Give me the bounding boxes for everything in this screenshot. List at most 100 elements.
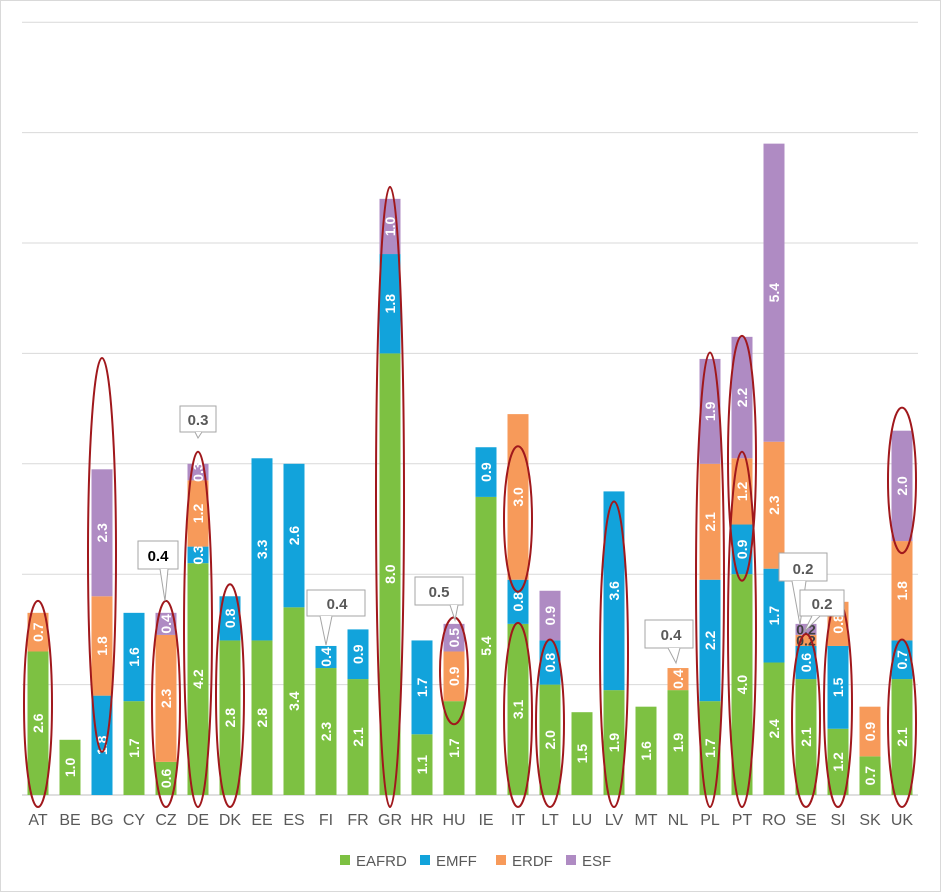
callout-box [414,576,464,606]
bar-segment-eafrd [539,684,561,795]
category-label: NL [668,812,689,829]
callout-hu: 0.5 [414,576,464,622]
category-label: SK [859,812,881,829]
data-label: 0.9 [862,722,878,742]
callout-pointer [667,647,681,665]
legend-label-emff: EMFF [436,853,477,870]
category-label: EE [251,812,272,829]
bar-segment-erdf [187,480,209,547]
bar-segment-eafrd [699,701,721,795]
legend-label-erdf: ERDF [512,853,553,870]
category-label: UK [891,812,914,829]
bar-segment-emff [123,612,145,702]
bar-segment-eafrd [763,662,785,795]
bar-segment-eafrd [891,679,913,795]
bar-segment-eafrd [219,640,241,795]
data-label: 0.7 [894,650,910,670]
category-label: DE [187,812,209,829]
data-label: 0.7 [30,622,46,642]
bar-segment-esf [763,143,785,442]
data-label: 0.8 [510,592,526,612]
data-label: 0.9 [446,666,462,686]
data-label: 2.0 [894,476,910,496]
highlight-ellipse [151,599,181,808]
data-label: 0.9 [350,644,366,664]
data-label: 2.1 [894,727,910,747]
data-label: 0.8 [222,608,238,628]
callout-box [778,552,828,582]
data-label: 2.3 [766,495,782,515]
callout-pointer [803,615,821,633]
data-label: 1.8 [894,581,910,601]
highlight-ellipse [375,185,405,808]
data-label: 0.3 [190,462,206,482]
bar-segment-erdf [27,612,49,652]
bar-segment-emff [699,579,721,702]
bar-segment-emff [795,645,817,680]
bar-segment-esf [91,469,113,597]
callout-box [799,589,845,617]
data-label: 3.0 [510,487,526,507]
data-label: 2.0 [542,730,558,750]
bar-segment-esf [155,612,177,635]
bar-segment-erdf [699,463,721,580]
callout-box [644,619,694,649]
category-label: DK [219,812,242,829]
data-label: 0.9 [478,462,494,482]
data-label: 0.4 [158,614,174,634]
data-label: 0.4 [670,669,686,689]
data-label: 3.1 [510,699,526,719]
bar-segment-eafrd [635,706,657,795]
data-label: 0.4 [318,647,334,667]
highlight-ellipse [183,450,213,809]
data-label: 2.3 [318,722,334,742]
legend-swatch-eafrd [340,855,350,865]
data-label: 5.4 [766,283,782,303]
category-label: CY [123,812,146,829]
bar-segment-erdf [507,414,529,580]
highlight-ellipse [535,638,565,808]
callout-fi: 0.4 [306,589,366,646]
data-label: 4.2 [190,669,206,689]
data-label: 0.8 [830,614,846,634]
bar-segment-eafrd [27,651,49,795]
bars: 2.6 0.7 1.0 1.8 1.8 2.3 1.7 1.6 0.6 2.3 0.4 4.2 0.3 1… [27,143,913,795]
callout-text: 0.4 [148,548,170,565]
bar-segment-eafrd [731,574,753,795]
category-label: GR [378,812,402,829]
category-label: FI [319,812,333,829]
callout-text: 0.4 [661,627,683,644]
highlight-ellipse [791,632,821,808]
data-label: 1.9 [702,401,718,421]
data-label: 2.3 [94,523,110,543]
highlight-ellipse [695,351,725,808]
callouts: 0.4 0.3 0.4 0.5 0.4 0.2 [137,405,845,665]
category-label: BE [59,812,80,829]
callout-box [306,589,366,617]
callout-text: 0.4 [327,596,349,613]
bar-segment-emff [219,596,241,641]
highlight-ellipse [727,450,757,809]
data-label: 2.1 [702,512,718,532]
data-label: 0.7 [862,766,878,786]
data-label: 3.3 [254,539,270,559]
category-label: SE [795,812,816,829]
data-label: 1.0 [62,757,78,777]
bar-segment-eafrd [571,712,593,795]
callout-pointer [449,604,459,622]
data-label: 1.1 [414,755,430,775]
data-label: 0.3 [190,545,206,565]
legend-swatch-esf [566,855,576,865]
highlight-ellipse [23,599,53,808]
data-label: 1.9 [606,733,622,753]
highlight-ellipse [887,406,917,555]
data-label: 1.5 [574,744,590,764]
category-label: HU [442,812,465,829]
data-label: 2.6 [30,713,46,733]
bar-segment-eafrd [123,701,145,795]
bar-segment-eafrd [347,679,369,795]
bar-segment-eafrd [187,563,209,795]
data-label: 1.7 [126,738,142,758]
data-label: 0.6 [798,653,814,673]
